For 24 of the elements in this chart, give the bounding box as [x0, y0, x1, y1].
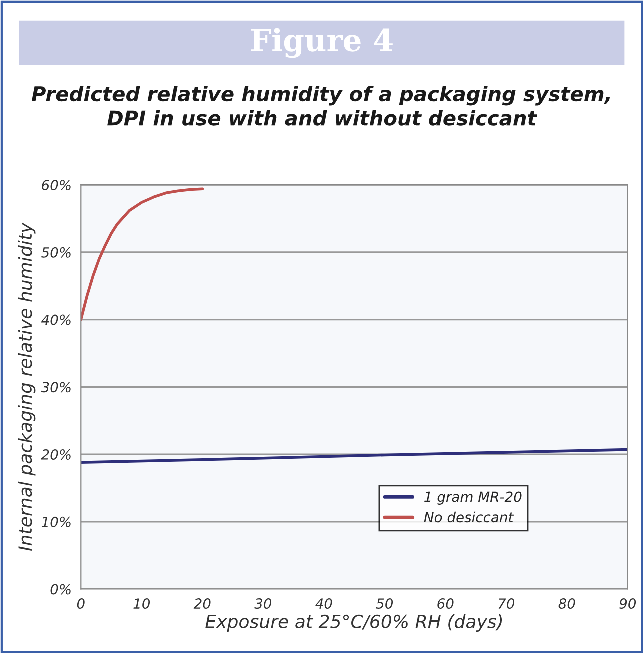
y-tick-label: 20% [41, 450, 71, 460]
line-series [81, 448, 628, 464]
legend-label: 1 gram MR-20 [424, 492, 522, 505]
chart-subtitle: Predicted relative humidity of a packaging system, DPI in use with and without desiccant [32, 86, 610, 126]
x-tick-label: 30 [254, 598, 272, 610]
x-tick-label: 60 [438, 598, 454, 610]
y-tick-label: 60% [42, 180, 71, 191]
y-tick-label: 40% [42, 314, 71, 326]
x-tick-label: 40 [316, 598, 332, 610]
x-tick-label: 90 [620, 598, 636, 610]
y-tick-label: 0% [50, 584, 71, 595]
x-tick-label: 0 [77, 598, 85, 610]
legend-label: No desiccant [424, 512, 514, 523]
x-axis-title: Exposure at 25°C/60% RH (days) [206, 614, 502, 632]
y-axis-title: Internal packaging relative humidity [18, 222, 36, 552]
x-tick-label: 80 [558, 598, 576, 610]
x-tick-label: 20 [194, 598, 211, 610]
x-tick-label: 50 [376, 598, 394, 610]
y-tick-label: 10% [42, 516, 71, 528]
x-tick-label: 10 [134, 598, 150, 610]
line-series [81, 188, 204, 322]
y-tick-label: 30% [41, 382, 71, 393]
x-tick-label: 70 [498, 598, 515, 610]
y-tick-label: 50% [42, 247, 71, 258]
